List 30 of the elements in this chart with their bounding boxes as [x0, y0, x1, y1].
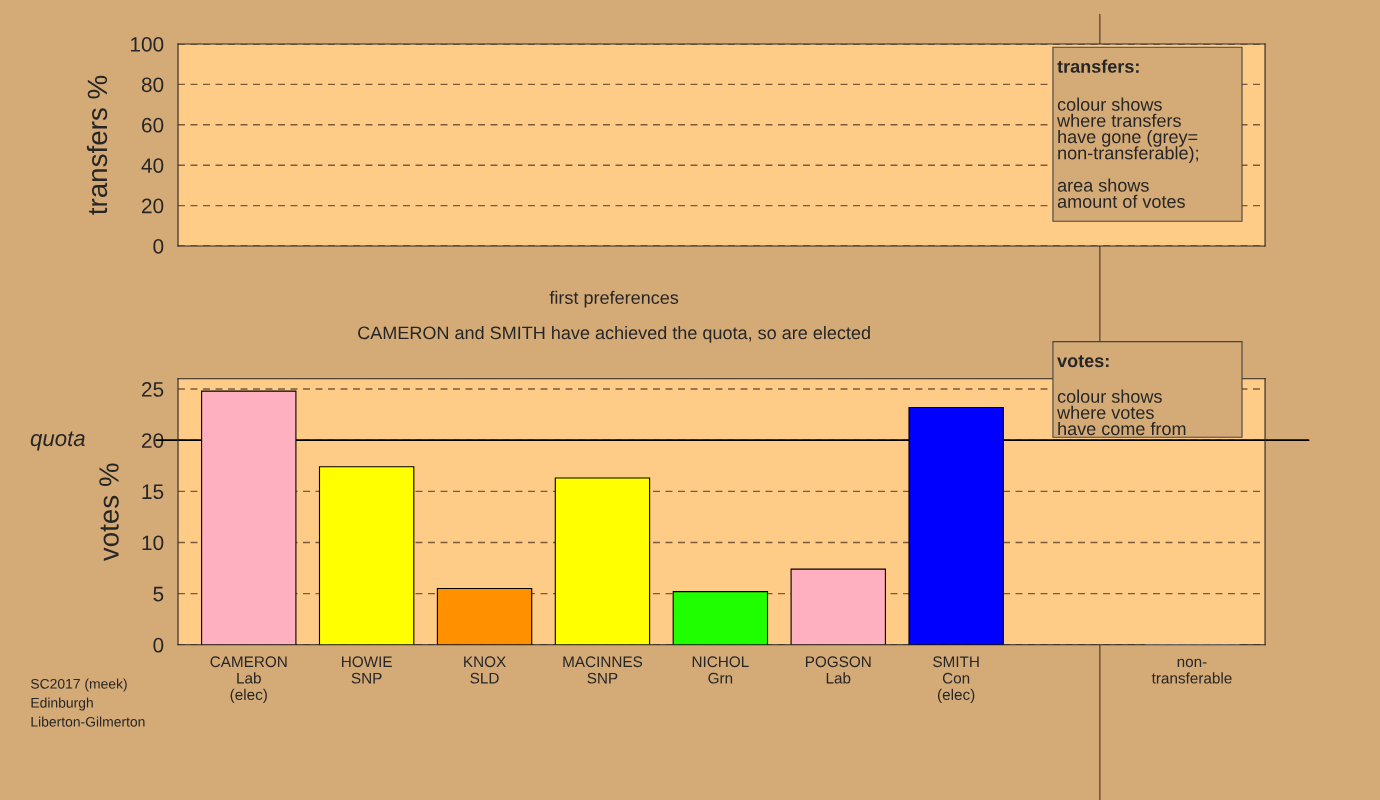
y-axis-title: transfers % — [86, 75, 108, 215]
y-tick-label: 60 — [142, 117, 164, 133]
y-tick-label: 40 — [141, 158, 164, 173]
y-tick-label: 0 — [153, 239, 164, 254]
y-tick-label: 20 — [142, 198, 164, 214]
y-axis-title: votes % — [99, 463, 119, 562]
annotation: colour shows where votes have come from — [1057, 389, 1186, 436]
y-tick-label: 25 — [142, 382, 164, 397]
x-tick-label: NICHOL Grn — [692, 656, 749, 684]
x-tick-label: POGSON Lab — [805, 656, 871, 684]
x-tick-label: KNOX SLD — [464, 656, 506, 684]
chart-title: first preferences — [549, 290, 679, 308]
text: SC2017 (meek) Edinburgh Liberton-Gilmerton — [30, 678, 145, 727]
y-tick-label: 10 — [142, 535, 164, 551]
x-tick-label: CAMERON Lab (elec) — [210, 656, 287, 704]
y-tick-label: 15 — [142, 484, 164, 500]
ref-line-label: quota — [30, 431, 85, 451]
text: votes: — [1057, 355, 1109, 368]
x-tick-label: MACINNES SNP — [563, 656, 643, 684]
x-tick-label: HOWIE SNP — [342, 656, 392, 684]
annotation: transfers: — [1057, 59, 1139, 73]
y-tick-label: 5 — [153, 586, 164, 602]
x-tick-label: SMITH Con (elec) — [933, 656, 979, 704]
x-tick-label: non- transferable — [1151, 658, 1232, 684]
y-tick-label: 100 — [130, 37, 164, 52]
annotation: colour shows where transfers have gone (grey= non-transferable); area shows amount of votes — [1057, 97, 1198, 208]
y-tick-label: 20 — [142, 433, 164, 448]
chart-subtitle: CAMERON and SMITH have achieved the quota, so are elected — [358, 325, 870, 343]
y-tick-label: 80 — [141, 77, 164, 93]
y-tick-label: 0 — [153, 637, 164, 653]
